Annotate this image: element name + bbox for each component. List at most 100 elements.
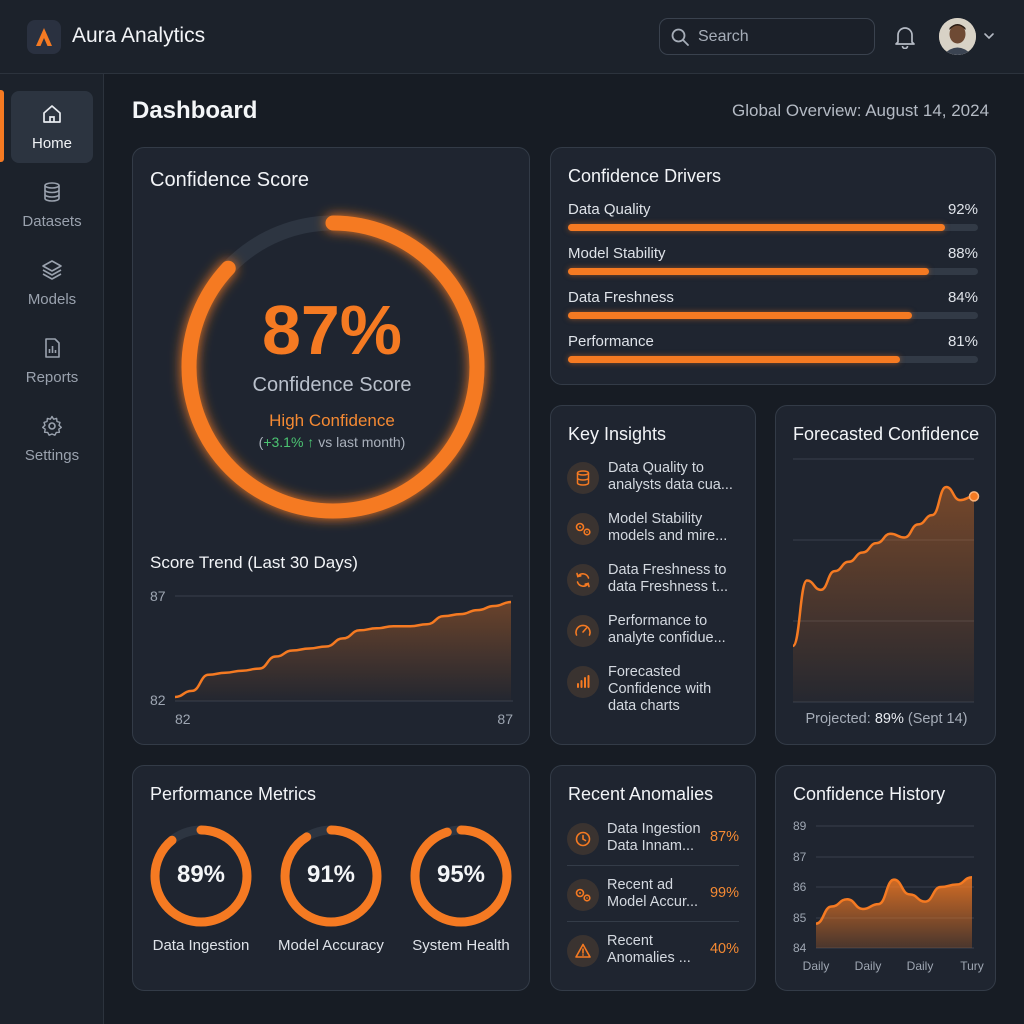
- confidence-history-card: Confidence History 89 87 86 85 84 Daily Daily D…: [775, 765, 996, 991]
- confidence-score-value: 87%: [261, 291, 403, 369]
- card-title: Confidence History: [793, 784, 946, 804]
- search-placeholder: Search: [698, 28, 749, 45]
- app-logo[interactable]: [27, 20, 61, 54]
- forecast-note: Projected: 89% (Sept 14): [776, 711, 997, 727]
- forecast-note-suffix: (Sept 14): [903, 711, 968, 727]
- avatar[interactable]: [939, 18, 976, 55]
- gear-icon: [42, 415, 62, 436]
- sidebar-item-settings[interactable]: Settings: [11, 403, 93, 475]
- sidebar-item-label: Datasets: [22, 213, 82, 230]
- database-icon: [44, 182, 60, 202]
- chevron-down-icon[interactable]: [983, 30, 995, 42]
- sidebar: [0, 74, 104, 1024]
- logo-icon: [36, 28, 52, 46]
- anomaly-text[interactable]: Data Ingestion Data Innam...: [607, 821, 701, 854]
- anomaly-text[interactable]: Recent ad Model Accur...: [607, 877, 699, 910]
- performance-ring: [150, 825, 252, 927]
- anomaly-text[interactable]: Recent Anomalies ...: [607, 933, 691, 966]
- card-title: Forecasted Confidence: [793, 424, 980, 444]
- sidebar-item-datasets[interactable]: Datasets: [11, 169, 93, 241]
- top-bar: Aura Analytics Search: [0, 0, 1024, 74]
- refresh-icon: [567, 564, 599, 596]
- x-tick-label: 82: [175, 711, 191, 727]
- driver-value: 88%: [947, 245, 978, 262]
- chart-area: [175, 602, 511, 701]
- driver-value: 84%: [947, 289, 978, 306]
- driver-bar-fill: [568, 224, 946, 231]
- performance-ring: [410, 825, 512, 927]
- driver-bar-fill: [568, 268, 929, 275]
- gears-icon: [567, 879, 599, 911]
- x-tick-label: Daily: [803, 959, 830, 973]
- card-title: Confidence Score: [150, 169, 309, 191]
- performance-value: 95%: [436, 861, 486, 888]
- insight-text: Model Stability models and mire...: [608, 511, 728, 544]
- page-title: Dashboard: [132, 97, 258, 124]
- divider: [567, 865, 739, 866]
- recent-anomalies-card: Recent Anomalies Data Ingestion Data Inn…: [550, 765, 756, 991]
- page-subtitle: Global Overview: August 14, 2024: [732, 101, 990, 120]
- gauge-icon: [567, 615, 599, 647]
- key-insights-card: Key Insights Data Quality to analysts da…: [550, 405, 756, 745]
- confidence-delta: (+3.1% ↑ vs last month): [133, 434, 531, 450]
- report-icon: [45, 338, 60, 358]
- card-title: Confidence Drivers: [568, 166, 722, 186]
- sidebar-item-label: Settings: [24, 447, 80, 464]
- bell-icon[interactable]: [894, 25, 916, 49]
- sidebar-item-home[interactable]: Home: [11, 91, 93, 163]
- anomaly-value: 40%: [709, 941, 739, 957]
- driver-bar: [568, 268, 978, 275]
- insight-text: Forecasted Confidence with data charts: [608, 664, 712, 714]
- trend-title: Score Trend (Last 30 Days): [150, 553, 358, 572]
- bar-chart-icon: [567, 666, 599, 698]
- y-tick-label: 84: [793, 941, 807, 955]
- app-title: Aura Analytics: [72, 24, 206, 47]
- search-bar[interactable]: Search: [659, 18, 875, 55]
- sidebar-item-models[interactable]: Models: [11, 247, 93, 319]
- driver-bar: [568, 356, 978, 363]
- clock-icon: [567, 823, 599, 855]
- score-trend-chart: 87 82 82 87: [150, 588, 513, 727]
- forecast-endpoint: [968, 491, 980, 502]
- y-tick-label: 87: [150, 588, 166, 604]
- delta-prefix: (: [258, 434, 264, 450]
- chart-area: [816, 877, 972, 948]
- performance-ring: [280, 825, 382, 927]
- performance-value: 89%: [176, 861, 226, 888]
- home-icon: [43, 105, 61, 123]
- search-icon: [671, 28, 689, 46]
- driver-name: Data Freshness: [568, 289, 674, 306]
- performance-label: System Health: [412, 937, 510, 954]
- card-title: Recent Anomalies: [568, 784, 714, 804]
- layers-icon: [42, 260, 62, 280]
- sidebar-item-reports[interactable]: Reports: [11, 325, 93, 397]
- insight-text: Performance to analyte confidue...: [608, 613, 726, 646]
- y-tick-label: 86: [793, 880, 807, 894]
- gears-icon: [567, 513, 599, 545]
- performance-label: Model Accuracy: [278, 937, 384, 954]
- x-tick-label: Daily: [855, 959, 882, 973]
- y-tick-label: 87: [793, 850, 807, 864]
- driver-value: 92%: [947, 201, 978, 218]
- user-avatar-icon: [939, 18, 976, 55]
- sidebar-item-label: Models: [27, 291, 77, 308]
- sidebar-item-label: Home: [31, 135, 72, 152]
- performance-label: Data Ingestion: [152, 937, 250, 954]
- performance-value: 91%: [306, 861, 356, 888]
- forecast-note-value: 89%: [874, 711, 904, 727]
- x-tick-label: Daily: [907, 959, 934, 973]
- driver-bar: [568, 312, 978, 319]
- forecast-card: Forecasted Confidence Projected: 89% (Se…: [775, 405, 996, 745]
- y-tick-label: 85: [793, 911, 807, 925]
- confidence-drivers-card: Confidence Drivers Data Quality 92% Model …: [550, 147, 996, 385]
- confidence-gauge: [181, 215, 485, 519]
- insight-text: Data Freshness to data Freshness t...: [608, 562, 729, 595]
- forecast-note-prefix: Projected:: [805, 711, 875, 727]
- chart-area: [793, 487, 974, 702]
- divider: [567, 921, 739, 922]
- delta-suffix: vs last month): [314, 434, 406, 450]
- performance-ring-fill: [280, 825, 382, 927]
- driver-value: 81%: [947, 333, 978, 350]
- warning-icon: [567, 935, 599, 967]
- confidence-score-label: Confidence Score: [252, 374, 412, 396]
